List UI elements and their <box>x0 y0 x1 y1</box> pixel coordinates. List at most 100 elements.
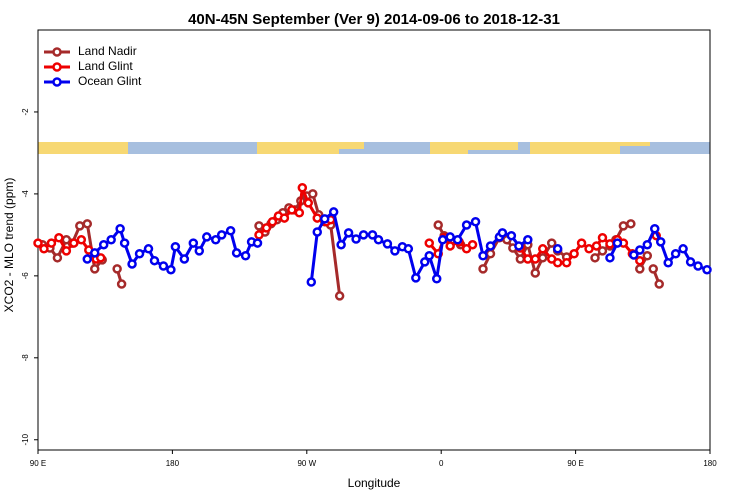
point <box>431 273 442 284</box>
x-tick-label: 90 E <box>30 459 46 468</box>
point <box>308 189 318 199</box>
point <box>46 238 57 248</box>
point <box>351 234 361 244</box>
point <box>373 235 384 245</box>
point <box>467 239 478 250</box>
point <box>663 257 673 268</box>
point <box>635 264 645 274</box>
point <box>89 248 100 258</box>
point <box>367 230 378 240</box>
series-line <box>41 191 661 297</box>
point <box>95 253 106 263</box>
point <box>82 219 93 229</box>
point <box>591 241 602 251</box>
x-tick-label: 90 W <box>297 459 316 468</box>
point <box>106 235 116 245</box>
point <box>424 238 435 248</box>
point <box>112 264 122 274</box>
point <box>452 235 463 245</box>
point <box>584 244 594 254</box>
point <box>597 246 608 256</box>
point <box>390 246 400 256</box>
y-tick-label: -6 <box>21 272 30 280</box>
point <box>605 239 615 249</box>
point <box>297 183 308 193</box>
point <box>546 238 557 248</box>
point <box>254 221 264 231</box>
point <box>312 227 323 237</box>
point <box>267 217 278 227</box>
point <box>240 251 251 261</box>
point <box>635 255 645 266</box>
point <box>515 254 526 264</box>
point <box>552 244 563 254</box>
point <box>39 244 49 254</box>
point <box>306 277 317 287</box>
point <box>312 213 323 223</box>
point <box>523 254 533 264</box>
x-tick-label: 0 <box>439 459 444 468</box>
point <box>702 264 712 275</box>
point <box>231 248 242 258</box>
point <box>461 244 472 254</box>
point <box>76 235 87 245</box>
legend-marker <box>52 62 62 72</box>
point <box>590 253 600 263</box>
point <box>294 208 305 218</box>
point <box>537 244 548 254</box>
point <box>618 221 629 231</box>
point <box>158 261 169 271</box>
point <box>597 232 608 243</box>
point <box>194 246 205 256</box>
point <box>497 228 508 238</box>
chart-title: 40N-45N September (Ver 9) 2014-09-06 to … <box>188 11 560 28</box>
point <box>382 239 393 249</box>
point <box>648 264 659 274</box>
y-tick-label: -2 <box>21 108 30 116</box>
point <box>411 273 421 283</box>
point <box>143 244 154 254</box>
point <box>478 251 488 261</box>
point <box>52 253 63 263</box>
point <box>642 239 653 250</box>
point <box>328 207 339 217</box>
point <box>654 279 664 289</box>
point <box>61 246 72 256</box>
point <box>54 232 64 243</box>
point <box>33 238 43 248</box>
point <box>119 238 130 248</box>
point <box>478 264 488 274</box>
map-strip <box>38 142 710 154</box>
point <box>358 230 369 240</box>
point <box>98 239 109 250</box>
point <box>626 219 636 229</box>
y-tick-label: -4 <box>21 190 30 198</box>
point <box>642 251 653 261</box>
point <box>343 228 354 238</box>
point <box>485 241 496 251</box>
point <box>433 220 443 230</box>
point <box>506 230 517 241</box>
point <box>424 251 435 261</box>
point <box>605 253 615 263</box>
point <box>569 248 579 259</box>
point <box>134 248 145 259</box>
point <box>420 257 430 267</box>
point <box>685 257 696 267</box>
point <box>115 223 125 234</box>
point <box>116 279 127 289</box>
point <box>334 291 345 301</box>
point <box>561 257 572 268</box>
point <box>445 232 455 242</box>
legend-label: Ocean Glint <box>78 74 142 88</box>
x-tick-label: 180 <box>166 459 180 468</box>
point <box>69 238 79 248</box>
point <box>649 223 660 234</box>
point <box>470 217 481 227</box>
point <box>201 232 212 242</box>
point <box>210 235 221 245</box>
point <box>552 257 563 268</box>
point <box>261 223 272 233</box>
point <box>149 255 160 266</box>
